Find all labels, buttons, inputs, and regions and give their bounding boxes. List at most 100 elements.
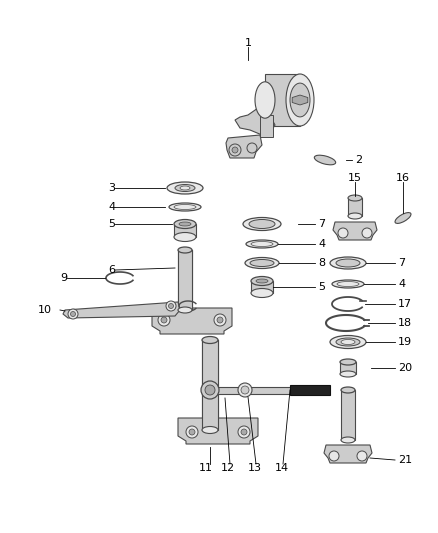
Ellipse shape xyxy=(337,281,359,287)
Circle shape xyxy=(241,429,247,435)
Circle shape xyxy=(329,451,339,461)
Text: 4: 4 xyxy=(318,239,325,249)
Polygon shape xyxy=(333,222,377,240)
Ellipse shape xyxy=(340,371,356,377)
Bar xyxy=(340,362,356,374)
Circle shape xyxy=(214,314,226,326)
Text: 15: 15 xyxy=(348,173,362,183)
Ellipse shape xyxy=(286,74,314,126)
Text: 17: 17 xyxy=(398,299,412,309)
Circle shape xyxy=(166,301,176,311)
Ellipse shape xyxy=(250,260,274,266)
Circle shape xyxy=(357,451,367,461)
Bar xyxy=(290,385,330,395)
Circle shape xyxy=(241,386,249,394)
Ellipse shape xyxy=(340,359,356,365)
Ellipse shape xyxy=(246,240,278,248)
Ellipse shape xyxy=(336,259,360,267)
Ellipse shape xyxy=(180,186,190,190)
Bar xyxy=(202,340,218,430)
Bar xyxy=(265,74,300,126)
Bar xyxy=(178,250,192,310)
Polygon shape xyxy=(178,418,258,444)
Polygon shape xyxy=(152,308,232,334)
Circle shape xyxy=(68,309,78,319)
Bar xyxy=(174,224,196,237)
Ellipse shape xyxy=(341,340,355,344)
Bar xyxy=(341,390,355,440)
Ellipse shape xyxy=(202,426,218,433)
Circle shape xyxy=(161,317,167,323)
Circle shape xyxy=(169,303,173,309)
Ellipse shape xyxy=(348,213,362,219)
Circle shape xyxy=(238,383,252,397)
Text: 4: 4 xyxy=(108,202,115,212)
Circle shape xyxy=(362,228,372,238)
Text: 21: 21 xyxy=(398,455,412,465)
Text: 6: 6 xyxy=(108,265,115,275)
Circle shape xyxy=(247,143,257,153)
Ellipse shape xyxy=(348,195,362,201)
Ellipse shape xyxy=(330,335,366,349)
Ellipse shape xyxy=(167,182,203,194)
Polygon shape xyxy=(226,135,262,158)
Text: 11: 11 xyxy=(199,463,213,473)
Text: 14: 14 xyxy=(275,463,289,473)
Polygon shape xyxy=(235,108,275,135)
Circle shape xyxy=(229,144,241,156)
Polygon shape xyxy=(324,445,372,463)
Circle shape xyxy=(71,311,75,317)
Ellipse shape xyxy=(243,217,281,230)
Text: 5: 5 xyxy=(108,219,115,229)
Bar xyxy=(260,115,273,137)
Text: 19: 19 xyxy=(398,337,412,347)
Text: 4: 4 xyxy=(398,279,405,289)
Text: 20: 20 xyxy=(398,363,412,373)
Ellipse shape xyxy=(251,288,273,297)
Ellipse shape xyxy=(245,257,279,269)
Ellipse shape xyxy=(251,277,273,286)
Circle shape xyxy=(158,314,170,326)
Circle shape xyxy=(205,385,215,395)
Text: 3: 3 xyxy=(108,183,115,193)
Ellipse shape xyxy=(314,155,336,165)
Bar xyxy=(251,281,273,293)
Ellipse shape xyxy=(395,213,411,223)
Text: 10: 10 xyxy=(38,305,52,315)
Circle shape xyxy=(338,228,348,238)
Polygon shape xyxy=(292,95,308,105)
Circle shape xyxy=(232,147,238,153)
Circle shape xyxy=(238,426,250,438)
Ellipse shape xyxy=(290,83,310,117)
Ellipse shape xyxy=(174,232,196,241)
Ellipse shape xyxy=(341,437,355,443)
Ellipse shape xyxy=(332,280,364,288)
Ellipse shape xyxy=(179,222,191,226)
Circle shape xyxy=(217,317,223,323)
Ellipse shape xyxy=(174,205,196,209)
Text: 1: 1 xyxy=(244,38,251,48)
Ellipse shape xyxy=(336,338,360,346)
Ellipse shape xyxy=(178,307,192,313)
Bar xyxy=(348,198,362,216)
Bar xyxy=(210,387,300,394)
Text: 9: 9 xyxy=(60,273,67,283)
Text: 5: 5 xyxy=(318,282,325,292)
Text: 13: 13 xyxy=(248,463,262,473)
Ellipse shape xyxy=(256,279,268,283)
Circle shape xyxy=(201,381,219,399)
Ellipse shape xyxy=(251,241,273,246)
Polygon shape xyxy=(63,302,180,318)
Text: 12: 12 xyxy=(221,463,235,473)
Text: 18: 18 xyxy=(398,318,412,328)
Ellipse shape xyxy=(255,82,275,118)
Ellipse shape xyxy=(175,184,195,191)
Ellipse shape xyxy=(169,203,201,211)
Text: 8: 8 xyxy=(318,258,325,268)
Circle shape xyxy=(189,429,195,435)
Ellipse shape xyxy=(249,220,275,229)
Text: 7: 7 xyxy=(318,219,325,229)
Ellipse shape xyxy=(341,387,355,393)
Circle shape xyxy=(186,426,198,438)
Ellipse shape xyxy=(178,247,192,253)
